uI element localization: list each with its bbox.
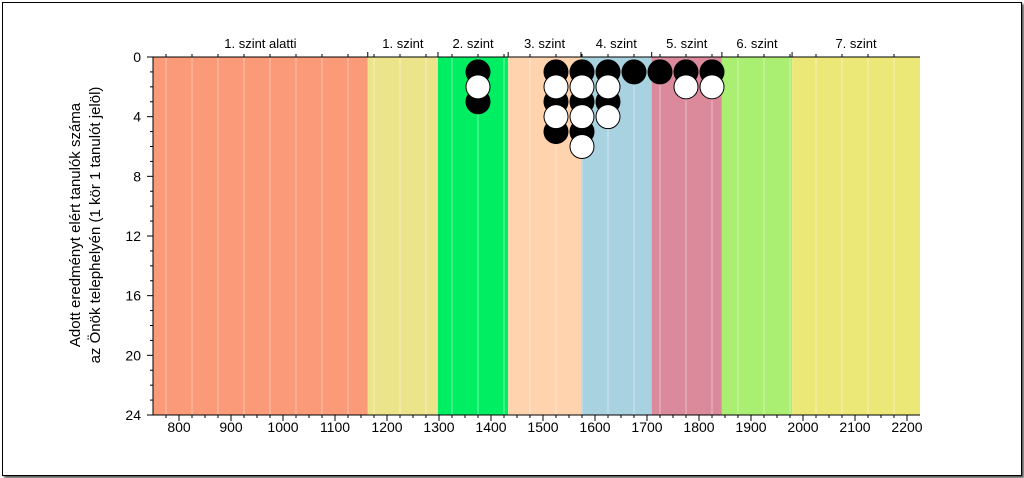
x-tick-label: 1600: [579, 419, 610, 435]
level-label: 2. szint: [452, 36, 494, 51]
level-label: 7. szint: [835, 36, 877, 51]
student-marker: [543, 104, 569, 130]
student-marker: [569, 134, 595, 159]
x-tick-label: 2100: [839, 419, 870, 435]
student-marker: [543, 74, 569, 100]
y-tick-label: 12: [125, 228, 141, 244]
x-tick-label: 900: [219, 419, 243, 435]
level-label: 1. szint: [382, 36, 424, 51]
student-markers: [465, 59, 725, 159]
x-tick-label: 1700: [631, 419, 662, 435]
student-marker: [621, 59, 647, 85]
student-marker: [595, 74, 621, 100]
level-band: [437, 57, 509, 415]
level-band: [367, 57, 438, 415]
student-marker: [647, 59, 673, 85]
x-tick-label: 1100: [320, 419, 350, 435]
student-marker: [595, 104, 621, 130]
y-tick-label: 24: [125, 407, 141, 423]
level-label: 5. szint: [666, 36, 708, 51]
student-marker: [569, 74, 595, 100]
x-tick-label: 1200: [371, 419, 402, 435]
level-band: [721, 57, 793, 415]
y-tick-label: 0: [133, 49, 141, 65]
x-tick-label: 1400: [475, 419, 506, 435]
x-tick-label: 1000: [267, 419, 298, 435]
x-tick-label: 800: [167, 419, 191, 435]
x-tick-label: 1900: [735, 419, 766, 435]
x-tick-label: 1500: [527, 419, 558, 435]
level-label: 3. szint: [524, 36, 566, 51]
level-label: 4. szint: [596, 36, 638, 51]
y-tick-label: 4: [133, 109, 141, 125]
level-band: [792, 57, 920, 415]
level-band: [508, 57, 581, 415]
y-axis-title-line-1: Adott eredményt elért tanulók száma: [67, 102, 84, 347]
y-tick-label: 16: [125, 288, 141, 304]
level-label: 6. szint: [736, 36, 778, 51]
y-tick-label: 8: [133, 168, 141, 184]
student-marker: [569, 104, 595, 130]
x-tick-label: 1300: [423, 419, 454, 435]
level-label: 1. szint alatti: [224, 36, 296, 51]
y-axis-title: Adott eredményt elért tanulók száma az Ö…: [67, 87, 104, 364]
axes: 800 900 1000 1100 1200 1300 1400 1500 1600 1700 18…: [125, 49, 922, 435]
student-marker: [699, 74, 725, 100]
vertical-grid: [165, 57, 895, 415]
x-tick-label: 1800: [683, 419, 714, 435]
x-tick-label: 2200: [891, 419, 922, 435]
student-marker: [465, 74, 491, 100]
student-marker: [673, 74, 699, 100]
level-band: [153, 57, 368, 415]
level-bands: 1. szint alatti 1. szint 2. szint 3. szint 4…: [153, 36, 920, 415]
y-axis-title-line-2: az Önök telephelyén (1 kör 1 tanulót jel…: [86, 87, 104, 364]
x-tick-label: 2000: [787, 419, 818, 435]
y-tick-label: 20: [125, 347, 141, 363]
level-band: [651, 57, 722, 415]
